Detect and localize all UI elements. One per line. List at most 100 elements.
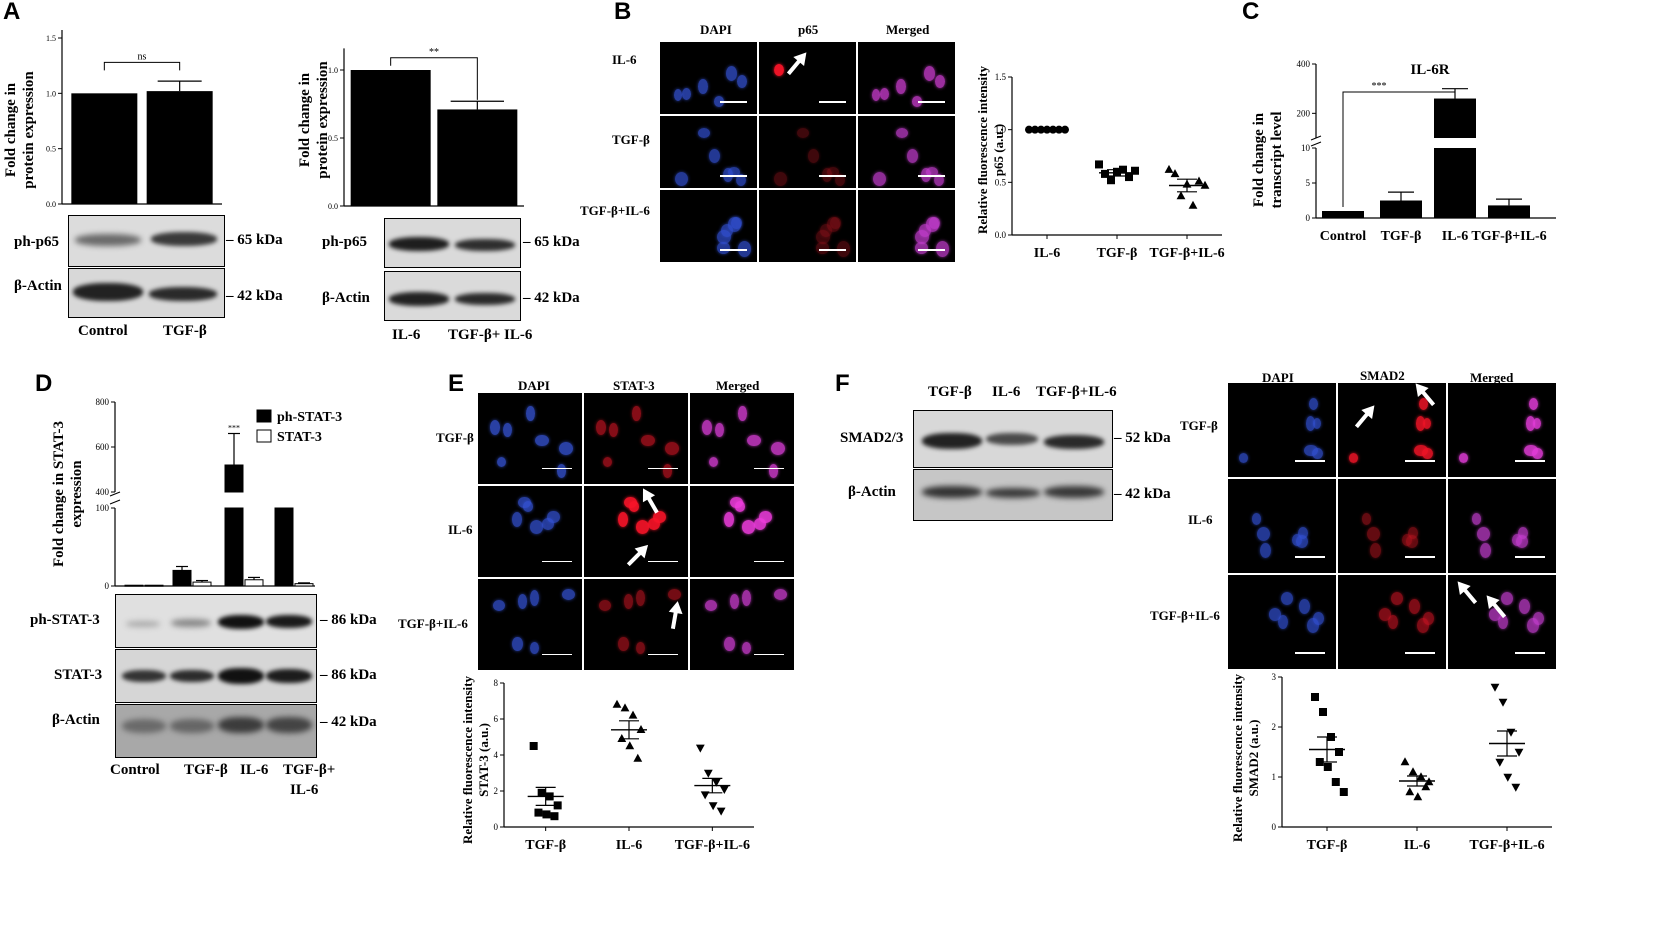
scale-bar <box>1404 556 1436 558</box>
blot-d-lane-0: Control <box>110 762 160 778</box>
nucleus <box>1280 592 1293 605</box>
nucleus <box>1477 526 1491 541</box>
micro-e-col-0: DAPI <box>518 378 550 393</box>
legend-label-1: STAT-3 <box>277 430 322 445</box>
scale-bar <box>720 175 748 177</box>
nucleus <box>815 229 830 244</box>
x-tick-label-2: IL-6 <box>1442 229 1468 244</box>
micro-b-col-0: DAPI <box>700 22 732 37</box>
y-tick-label-2: 10 <box>1301 143 1311 153</box>
panel-letter-f: F <box>835 370 850 397</box>
micro-e-col-1: STAT-3 <box>613 378 655 393</box>
nucleus <box>529 590 539 607</box>
data-point-1-4 <box>617 734 627 742</box>
blot-d-kda-0: – 86 kDa <box>320 612 377 628</box>
blot-a1-row-label-0: ph-p65 <box>14 234 60 250</box>
micrograph-1-0 <box>660 116 757 188</box>
nucleus <box>738 241 751 257</box>
data-point-2-6 <box>1200 180 1210 189</box>
nucleus <box>773 171 787 186</box>
bar-1 <box>146 91 213 204</box>
axis-break <box>1310 141 1322 147</box>
data-point-2-6 <box>716 807 726 816</box>
nucleus <box>1298 526 1309 539</box>
nucleus <box>609 423 618 438</box>
y-tick-label-4: 800 <box>96 397 110 407</box>
nucleus <box>716 242 730 254</box>
nucleus <box>618 636 629 651</box>
y-tick-label-4: 400 <box>1297 59 1311 69</box>
scale-bar <box>648 467 678 470</box>
bar-1 <box>437 109 518 206</box>
data-point-2-4 <box>700 791 710 800</box>
micrograph-0-1 <box>759 42 856 114</box>
nucleus <box>526 406 535 421</box>
nucleus <box>1307 618 1319 634</box>
nucleus <box>698 128 710 139</box>
scale-bar <box>918 249 946 251</box>
western-blot-a1-actin <box>68 268 225 318</box>
micrograph-2-1 <box>1338 575 1446 669</box>
western-blot-a1-p65 <box>68 215 225 267</box>
scale-bar <box>542 560 572 563</box>
blot-a2-kda-0: – 65 kDa <box>523 234 580 250</box>
data-point-1-1 <box>1408 767 1418 776</box>
western-blot-f-smad <box>913 410 1113 468</box>
scale-bar <box>1294 556 1326 558</box>
nucleus <box>698 78 709 94</box>
nucleus <box>522 501 533 512</box>
scale-bar <box>918 101 946 103</box>
nucleus <box>918 223 931 238</box>
nucleus <box>1417 618 1429 634</box>
scale-bar <box>1294 652 1326 654</box>
data-point-2-3 <box>1514 748 1524 757</box>
scale-bar <box>720 101 748 103</box>
nucleus <box>1533 417 1542 430</box>
panel-letter-a: A <box>3 0 21 25</box>
blot-a1-lane-0: Control <box>78 323 128 339</box>
nucleus <box>724 636 735 651</box>
y-tick-label-0: 0 <box>1272 822 1277 832</box>
data-point-2-2 <box>1176 191 1186 200</box>
micrograph-1-2 <box>690 486 794 577</box>
scale-bar <box>648 560 678 563</box>
nucleus <box>1518 526 1529 539</box>
blot-a2-kda-1: – 42 kDa <box>523 290 580 306</box>
blot-d-row-label-2: β-Actin <box>52 712 100 728</box>
y-tick-label-1: 0.5 <box>328 134 338 143</box>
scale-bar <box>918 175 946 177</box>
data-point-0-3 <box>553 801 562 810</box>
nucleus <box>628 501 639 512</box>
blot-a2-row-label-1: β-Actin <box>322 290 370 306</box>
nucleus <box>738 406 747 421</box>
bar-0-2-lower <box>224 507 244 587</box>
chart-c-title: IL-6R <box>1410 62 1449 78</box>
blot-d-row-label-1: STAT-3 <box>54 667 103 683</box>
nucleus <box>1313 612 1324 626</box>
nucleus <box>1518 599 1530 614</box>
nucleus <box>1309 397 1319 410</box>
nucleus <box>674 171 688 186</box>
nucleus <box>517 594 528 610</box>
nucleus <box>1268 608 1282 621</box>
nucleus <box>541 518 554 530</box>
bar-2-lower <box>1434 148 1476 218</box>
scale-bar <box>1514 460 1546 462</box>
nucleus <box>1304 444 1318 457</box>
bar-0 <box>1322 211 1364 218</box>
nucleus <box>730 216 742 229</box>
scale-bar <box>1514 556 1546 558</box>
nucleus <box>728 166 741 178</box>
nucleus <box>497 457 507 468</box>
nucleus <box>1378 608 1392 621</box>
y-tick-label-0: 0.0 <box>46 200 56 209</box>
nucleus <box>724 511 735 527</box>
micrograph-0-2 <box>858 42 955 114</box>
blot-f-row-label-1: β-Actin <box>848 484 896 500</box>
y-tick-label-3: 200 <box>1297 108 1311 118</box>
western-blot-d-phstat3 <box>115 594 317 648</box>
nucleus <box>1458 453 1469 464</box>
nucleus <box>1390 592 1403 605</box>
blot-d-kda-1: – 86 kDa <box>320 667 377 683</box>
nucleus <box>503 423 512 438</box>
